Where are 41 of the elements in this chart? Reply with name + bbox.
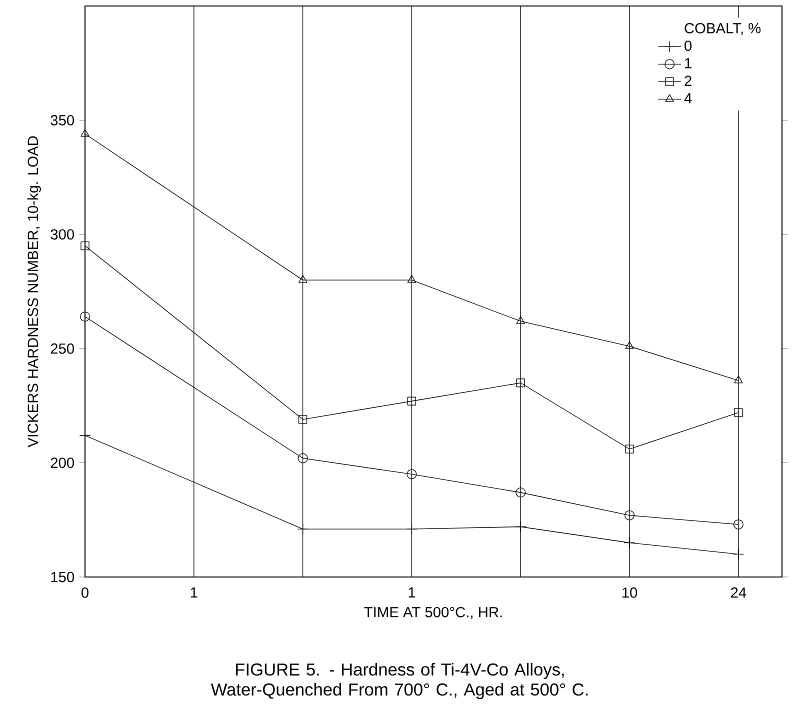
point bbox=[297, 523, 308, 535]
y-tick-label: 200 bbox=[50, 458, 74, 468]
point bbox=[625, 341, 634, 349]
point bbox=[733, 519, 744, 530]
x-tick-label: 1 bbox=[190, 587, 198, 598]
x-tick-label: 10 bbox=[622, 587, 638, 598]
point bbox=[516, 316, 525, 324]
point bbox=[516, 378, 525, 388]
y-axis-title: VICKERS HARDNESS NUMBER, 10-kg. LOAD bbox=[27, 136, 41, 448]
y-tick-label: 350 bbox=[50, 115, 74, 126]
point bbox=[406, 469, 417, 480]
legend-label: 2 bbox=[684, 76, 692, 86]
legend-label: 1 bbox=[685, 58, 692, 68]
point bbox=[624, 510, 635, 520]
text: FIGURE 5. - Hardness of Ti-4V-Co Alloys, Water-Quenched From 700° C., Aged at 500° C. bbox=[210, 662, 588, 700]
point bbox=[625, 444, 634, 454]
legend-label: 0 bbox=[684, 40, 692, 51]
legend-title: COBALT, % bbox=[684, 23, 761, 36]
point bbox=[407, 396, 416, 406]
point bbox=[406, 523, 418, 535]
point bbox=[516, 487, 526, 498]
x-axis-title: TIME AT 500°C., HR. bbox=[364, 606, 502, 620]
y-tick-label: 150 bbox=[51, 572, 74, 582]
point bbox=[80, 241, 90, 250]
legend-label: 4 bbox=[684, 93, 692, 104]
x-tick-label: 0 bbox=[81, 587, 88, 598]
point bbox=[734, 408, 743, 417]
point bbox=[514, 521, 526, 532]
y-tick-label: 300 bbox=[50, 229, 74, 240]
point bbox=[80, 312, 90, 322]
point bbox=[298, 415, 308, 424]
x-tick-label: 1 bbox=[408, 587, 416, 598]
point bbox=[624, 537, 636, 548]
point bbox=[298, 275, 308, 283]
point bbox=[80, 128, 90, 137]
point bbox=[298, 453, 308, 464]
point bbox=[734, 376, 743, 384]
point bbox=[732, 548, 744, 560]
x-tick-label: 24 bbox=[731, 587, 746, 598]
point bbox=[407, 275, 416, 283]
y-tick-label: 250 bbox=[50, 343, 74, 354]
